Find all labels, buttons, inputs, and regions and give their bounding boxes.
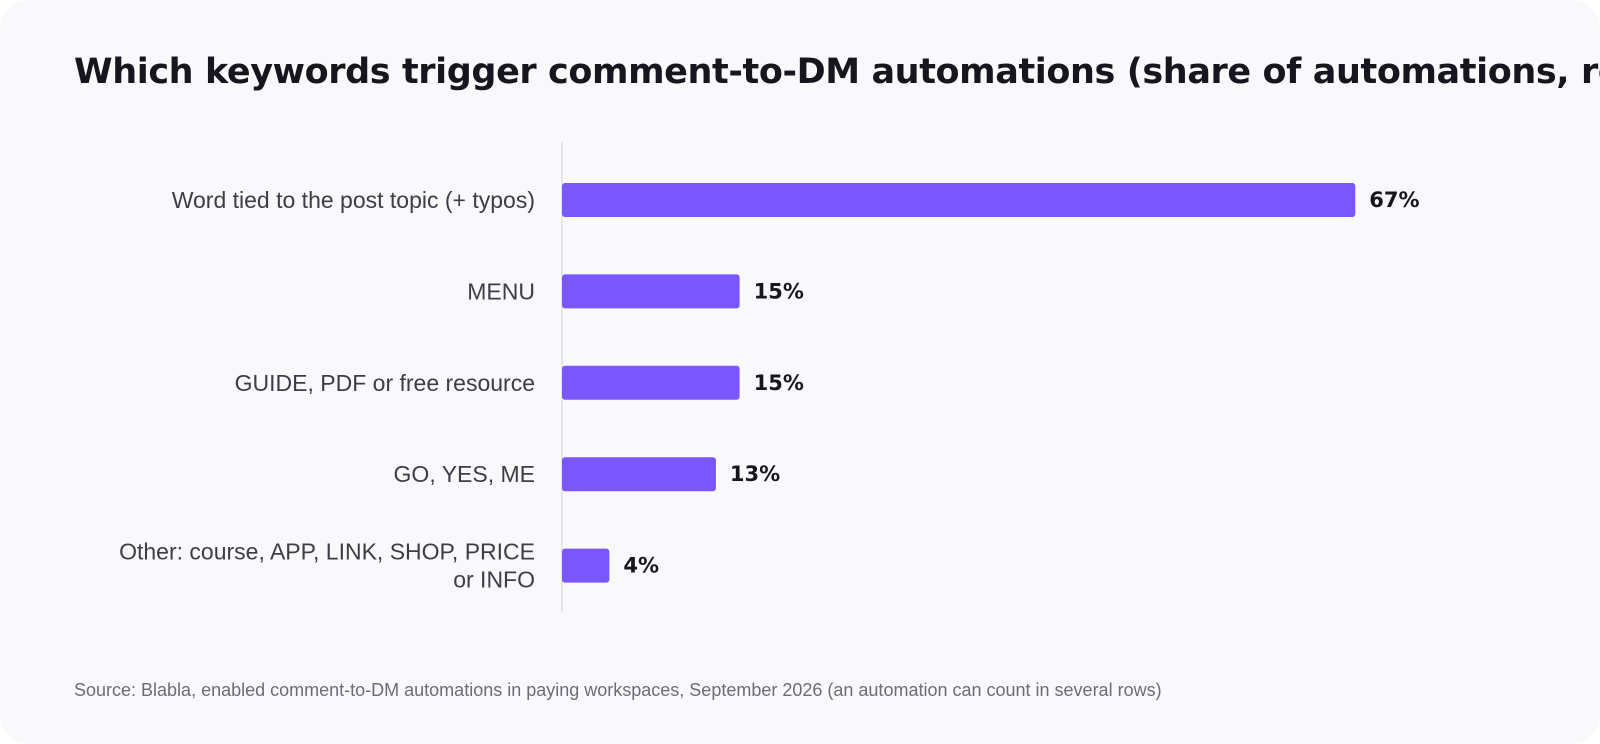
bar-2 xyxy=(562,365,740,400)
category-label-0: Word tied to the post topic (+ typos) xyxy=(172,187,535,213)
value-label-2: 15% xyxy=(754,371,804,395)
category-label-4: Other: course, APP, LINK, SHOP, PRICE or … xyxy=(119,539,535,593)
bars: 67% Word tied to the post topic (+ typos)… xyxy=(119,183,1420,593)
category-label-line: MENU xyxy=(467,278,535,304)
category-label-line: Other: course, APP, LINK, SHOP, PRICE xyxy=(119,539,535,565)
category-label-line: GUIDE, PDF or free resource xyxy=(235,370,535,396)
bar-1 xyxy=(562,274,740,309)
value-label-0: 67% xyxy=(1369,188,1419,212)
category-label-1: MENU xyxy=(467,278,535,304)
source-note: Source: Blabla, enabled comment-to-DM au… xyxy=(74,680,1162,700)
chart-title: Which keywords trigger comment-to-DM aut… xyxy=(74,52,1600,92)
bar-0 xyxy=(562,183,1356,217)
value-label-4: 4% xyxy=(623,554,659,578)
bar-4 xyxy=(562,548,610,583)
category-label-line: GO, YES, ME xyxy=(394,461,535,487)
value-label-1: 15% xyxy=(754,279,804,303)
category-label-3: GO, YES, ME xyxy=(394,461,535,487)
value-label-3: 13% xyxy=(730,462,780,486)
category-label-line: or INFO xyxy=(453,567,535,593)
category-label-line: Word tied to the post topic (+ typos) xyxy=(172,187,535,213)
category-label-2: GUIDE, PDF or free resource xyxy=(235,370,535,396)
bar-3 xyxy=(562,457,716,492)
